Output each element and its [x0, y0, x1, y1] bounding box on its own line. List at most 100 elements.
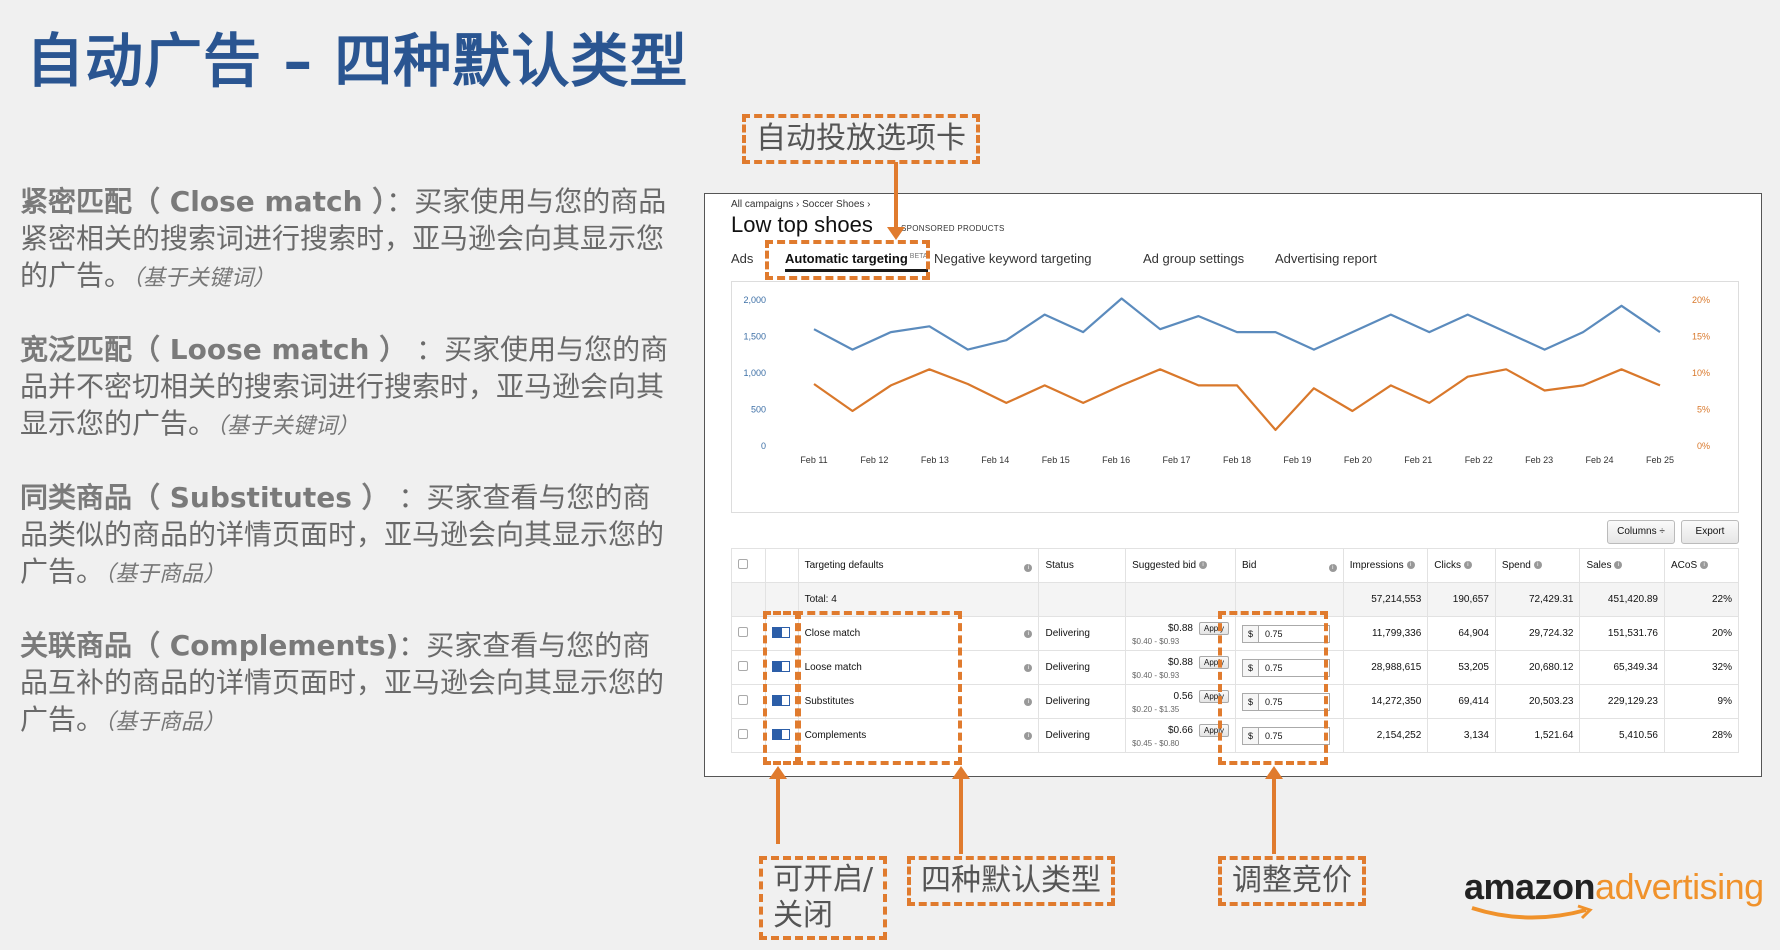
x-tick-label: Feb 23	[1525, 455, 1553, 465]
row-checkbox[interactable]	[738, 729, 748, 739]
acos: 9%	[1663, 684, 1740, 719]
info-icon[interactable]: i	[1024, 563, 1033, 572]
suggested-bid: $0.66	[1167, 724, 1193, 736]
bid-input[interactable]: $0.75	[1242, 726, 1330, 745]
slide-title: 自动广告 – 四种默认类型	[26, 27, 689, 95]
info-icon[interactable]: i	[1024, 664, 1033, 672]
enable-toggle[interactable]	[771, 626, 790, 638]
status: Delivering	[1038, 650, 1127, 685]
status: Delivering	[1038, 616, 1127, 651]
sales: 151,531.76	[1579, 616, 1665, 651]
status: Delivering	[1038, 718, 1127, 753]
table-header-row: Targeting defaults i Status Suggested bid…	[731, 548, 1740, 583]
suggested-bid-cell: $0.88 Apply $0.40 - $0.93	[1125, 616, 1236, 651]
info-icon[interactable]: i	[1614, 561, 1623, 570]
y-left-tick-label: 500	[751, 405, 766, 415]
currency-symbol: $	[1243, 659, 1259, 676]
select-all-checkbox[interactable]	[738, 559, 748, 569]
suggested-bid: $0.88	[1167, 622, 1193, 634]
tab-automatic-targeting[interactable]: Automatic targeting BETA	[785, 251, 928, 272]
info-icon[interactable]: i	[1533, 561, 1542, 570]
row-checkbox[interactable]	[738, 695, 748, 705]
info-icon[interactable]: i	[1328, 563, 1337, 572]
desc-note: （基于商品）	[104, 710, 226, 735]
header-label: Sales	[1586, 560, 1612, 571]
row-select[interactable]	[731, 684, 766, 719]
bid-input[interactable]: $0.75	[1242, 658, 1330, 677]
header-status[interactable]: Status	[1038, 548, 1127, 583]
header-spend[interactable]: Spend i	[1494, 548, 1581, 583]
arrow-line	[776, 778, 780, 844]
total-impressions: 57,214,553	[1342, 582, 1429, 617]
export-button[interactable]: Export	[1681, 520, 1739, 544]
table-row: Close match i Delivering $0.88 Apply $0.40 - …	[731, 616, 1740, 651]
bid-input[interactable]: $0.75	[1242, 624, 1330, 643]
logo-part-amazon: amazon	[1464, 866, 1596, 907]
suggested-range: $0.45 - $0.80	[1132, 738, 1180, 748]
breadcrumb[interactable]: All campaigns › Soccer Shoes ›	[731, 199, 871, 210]
enable-toggle[interactable]	[771, 660, 790, 672]
campaign-manager-screenshot: All campaigns › Soccer Shoes › Low top s…	[704, 193, 1762, 777]
tab-ad-group-settings[interactable]: Ad group settings	[1143, 251, 1245, 266]
header-targeting-defaults[interactable]: Targeting defaults i	[797, 548, 1040, 583]
info-icon[interactable]: i	[1024, 698, 1033, 706]
desc-term: 宽泛匹配（ Loose match ）	[20, 333, 408, 366]
y-right-tick-label: 15%	[1692, 332, 1710, 342]
bid-input[interactable]: $0.75	[1242, 692, 1330, 711]
tab-negative-keyword-targeting[interactable]: Negative keyword targeting	[934, 251, 1092, 266]
info-icon[interactable]: i	[1406, 561, 1415, 570]
row-toggle-cell[interactable]	[764, 718, 799, 753]
impressions: 11,799,336	[1342, 616, 1429, 651]
x-tick-label: Feb 20	[1344, 455, 1372, 465]
beta-badge: BETA	[909, 252, 928, 260]
currency-symbol: $	[1243, 693, 1259, 710]
header-suggested-bid[interactable]: Suggested bid i	[1125, 548, 1236, 583]
header-sales[interactable]: Sales i	[1579, 548, 1665, 583]
page-title: Low top shoes	[731, 212, 873, 237]
desc-complements: 关联商品（ Complements)：买家查看与您的商品互补的商品的详情页面时，…	[20, 627, 675, 741]
header-label: Targeting defaults	[804, 559, 884, 571]
enable-toggle[interactable]	[771, 694, 790, 706]
amazon-smile-icon	[1471, 904, 1593, 920]
header-bid[interactable]: Bid i	[1235, 548, 1344, 583]
desc-close-match: 紧密匹配（ Close match ）：买家使用与您的商品紧密相关的搜索词进行搜…	[20, 183, 675, 297]
sales: 5,410.56	[1579, 718, 1665, 753]
row-checkbox[interactable]	[738, 661, 748, 671]
row-select[interactable]	[731, 718, 766, 753]
performance-chart: 0 500 1,000 1,500 2,000 0% 5% 10% 15% 20% Feb 11 Fe…	[731, 281, 1739, 513]
header-select-all[interactable]	[731, 548, 766, 583]
header-acos[interactable]: ACoS i	[1663, 548, 1740, 583]
y-left-tick-label: 1,000	[743, 368, 766, 378]
header-clicks[interactable]: Clicks i	[1427, 548, 1496, 583]
acos: 28%	[1663, 718, 1740, 753]
row-checkbox[interactable]	[738, 627, 748, 637]
impressions: 14,272,350	[1342, 684, 1429, 719]
row-select[interactable]	[731, 650, 766, 685]
info-icon[interactable]: i	[1463, 561, 1472, 570]
bid-value: 0.75	[1265, 730, 1283, 741]
row-toggle-cell[interactable]	[764, 650, 799, 685]
header-label: Clicks	[1434, 560, 1461, 571]
tab-label: Automatic targeting	[785, 251, 908, 266]
row-select[interactable]	[731, 616, 766, 651]
amazon-advertising-logo: amazonadvertising	[1464, 866, 1764, 908]
header-impressions[interactable]: Impressions i	[1342, 548, 1429, 583]
sponsored-products-badge: SPONSORED PRODUCTS	[901, 224, 1005, 233]
info-icon[interactable]: i	[1199, 561, 1208, 570]
info-icon[interactable]: i	[1024, 630, 1033, 638]
columns-button[interactable]: Columns ÷	[1607, 520, 1675, 544]
tab-ads[interactable]: Ads	[731, 251, 754, 266]
auto-tab-highlight	[765, 240, 930, 280]
info-icon[interactable]: i	[1024, 732, 1033, 740]
targeting-name: Complements	[804, 730, 867, 741]
enable-toggle[interactable]	[771, 728, 790, 740]
total-clicks: 190,657	[1427, 582, 1496, 617]
suggested-bid: $0.88	[1167, 656, 1193, 668]
info-icon[interactable]: i	[1700, 561, 1709, 570]
desc-term: 关联商品（ Complements)	[20, 629, 399, 662]
table-row: Loose match i Delivering $0.88 Apply $0.40 - …	[731, 650, 1740, 685]
suggested-bid-cell: $0.66 Apply $0.45 - $0.80	[1125, 718, 1236, 753]
tab-advertising-report[interactable]: Advertising report	[1275, 251, 1377, 266]
desc-text: ：买家使用与您的商品并不密切相关的搜索词进行搜索时，亚马逊会向其显示您的广告。	[20, 333, 669, 440]
row-toggle-cell[interactable]	[764, 684, 799, 719]
